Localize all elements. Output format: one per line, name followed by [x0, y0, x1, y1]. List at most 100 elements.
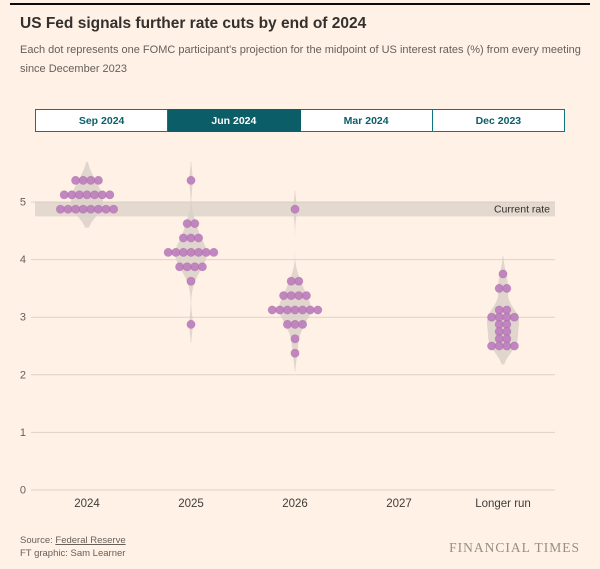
projection-dot — [209, 247, 219, 257]
projection-dot — [194, 247, 204, 257]
y-axis-tick-label: 0 — [20, 485, 26, 497]
projection-dot — [275, 305, 285, 315]
projection-dot — [190, 262, 200, 272]
projection-dot — [105, 190, 115, 200]
violin-2026 — [279, 190, 311, 372]
projection-dot — [109, 204, 119, 214]
ft-logo: FINANCIAL TIMES — [449, 540, 580, 555]
projection-dot — [67, 190, 77, 200]
projection-dot — [502, 334, 512, 344]
projection-dot — [502, 283, 512, 293]
projection-dot — [186, 233, 196, 243]
projection-dot — [305, 305, 315, 315]
projection-dot — [313, 305, 323, 315]
projection-dot — [101, 204, 111, 214]
projection-dot — [74, 190, 84, 200]
projection-dot — [59, 190, 69, 200]
current-rate-label: Current rate — [494, 204, 550, 216]
projection-dot — [93, 204, 103, 214]
source-prefix: Source: — [20, 535, 56, 546]
x-axis-label-2026: 2026 — [282, 498, 308, 510]
projection-dot — [175, 262, 185, 272]
ft-credit: FT graphic: Sam Learner — [20, 548, 126, 559]
projection-dot — [93, 175, 103, 185]
tab-mar-2024[interactable]: Mar 2024 — [300, 109, 433, 132]
projection-dot — [294, 291, 304, 301]
projection-dot — [171, 247, 181, 257]
projection-dot — [186, 276, 196, 286]
source-line: Source: Federal Reserve — [20, 535, 126, 546]
projection-dot — [178, 247, 188, 257]
projection-dot — [282, 305, 292, 315]
projection-dot — [494, 334, 504, 344]
projection-dot — [294, 276, 304, 286]
projection-dot — [86, 175, 96, 185]
violin-longer-run — [487, 256, 519, 365]
projection-dot — [186, 247, 196, 257]
projection-dot — [502, 312, 512, 322]
page-subtitle: Each dot represents one FOMC participant… — [20, 44, 581, 76]
x-axis-label-2024: 2024 — [74, 498, 100, 510]
projection-dot — [509, 341, 519, 351]
projection-dot — [86, 204, 96, 214]
projection-dot — [90, 190, 100, 200]
projection-dot — [78, 204, 88, 214]
tab-jun-2024[interactable]: Jun 2024 — [168, 109, 301, 132]
projection-dot — [502, 341, 512, 351]
projection-dot — [494, 305, 504, 315]
projection-dot — [487, 341, 497, 351]
projection-dot — [298, 305, 308, 315]
projection-dot — [194, 233, 204, 243]
projection-dot — [82, 190, 92, 200]
projection-dot — [71, 175, 81, 185]
projection-dot — [182, 262, 192, 272]
meeting-tabs: Sep 2024 Jun 2024 Mar 2024 Dec 2023 — [35, 109, 565, 132]
projection-dot — [197, 262, 207, 272]
x-axis-label-2025: 2025 — [178, 498, 204, 510]
projection-dot — [178, 233, 188, 243]
tab-sep-2024[interactable]: Sep 2024 — [35, 109, 169, 132]
projection-dot — [201, 247, 211, 257]
current-rate-band — [35, 202, 555, 217]
violin-2024 — [71, 162, 103, 228]
projection-dot — [494, 327, 504, 337]
projection-dot — [186, 175, 196, 185]
projection-dot — [290, 204, 300, 214]
projection-dot — [286, 276, 296, 286]
projection-dot — [502, 319, 512, 329]
projection-dot — [494, 312, 504, 322]
projection-dot — [301, 291, 311, 301]
y-axis-tick-label: 2 — [20, 369, 26, 381]
projection-dot — [286, 291, 296, 301]
projection-dot — [71, 204, 81, 214]
projection-dot — [282, 319, 292, 329]
projection-dot — [509, 312, 519, 322]
tab-dec-2023[interactable]: Dec 2023 — [432, 109, 565, 132]
projection-dot — [97, 190, 107, 200]
projection-dot — [267, 305, 277, 315]
y-axis-tick-label: 4 — [20, 254, 26, 266]
projection-dot — [502, 327, 512, 337]
projection-dot — [55, 204, 65, 214]
projection-dot — [487, 312, 497, 322]
top-rule — [10, 3, 590, 5]
projection-dot — [186, 319, 196, 329]
x-axis-label-2027: 2027 — [386, 498, 412, 510]
projection-dot — [279, 291, 289, 301]
projection-dot — [290, 305, 300, 315]
x-axis-label-longer-run: Longer run — [475, 498, 531, 510]
projection-dot — [78, 175, 88, 185]
projection-dot — [494, 283, 504, 293]
y-axis-tick-label: 3 — [20, 312, 26, 324]
source-link[interactable]: Federal Reserve — [55, 535, 126, 546]
projection-dot — [502, 305, 512, 315]
projection-dot — [290, 334, 300, 344]
projection-dot — [494, 319, 504, 329]
projection-dot — [290, 348, 300, 358]
violin-2025 — [175, 162, 207, 343]
y-axis-tick-label: 5 — [20, 197, 26, 209]
projection-dot — [298, 319, 308, 329]
projection-dot — [163, 247, 173, 257]
